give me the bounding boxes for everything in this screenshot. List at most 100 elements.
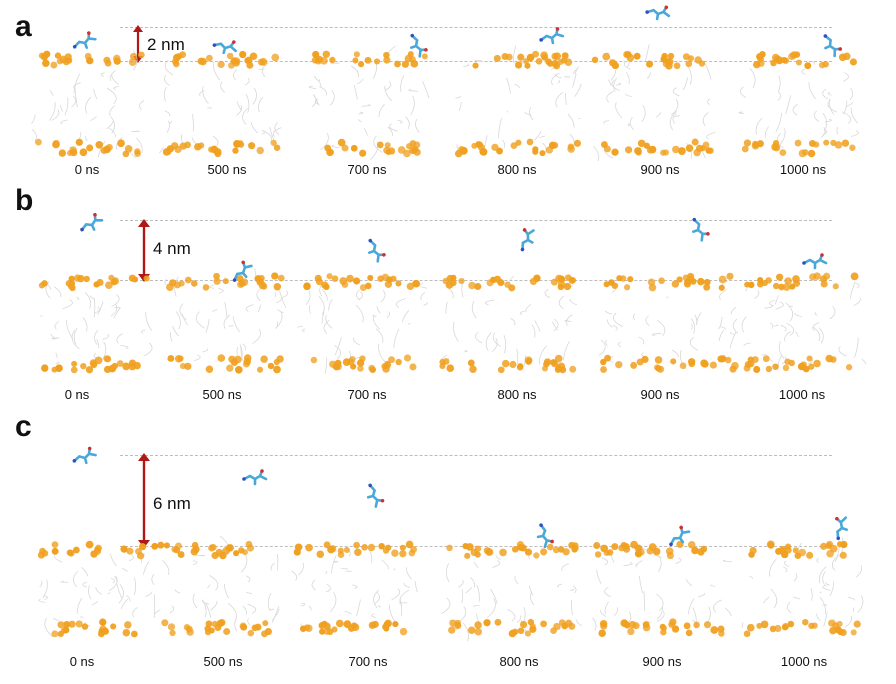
drug-molecule-icon [539,27,565,45]
headgroup-bead-bottom [399,627,408,636]
headgroup-bead-top [367,274,374,281]
lipid-tail [174,589,181,594]
panel-a-time-label: 500 ns [207,162,247,177]
headgroup-bead-top [410,546,418,553]
headgroup-bead-top [143,275,150,282]
panel-a-time-label: 0 ns [74,162,100,177]
headgroup-bead-bottom [691,138,699,146]
panel-c-time-label: 900 ns [642,654,682,669]
lipid-tail [102,341,107,360]
headgroup-bead-bottom [369,366,377,373]
headgroup-bead-bottom [630,361,638,369]
lipid-tail [774,295,779,305]
lipid-tail [328,298,333,311]
headgroup-bead-top [726,272,734,280]
lipid-tail [410,95,415,116]
membrane-snapshot-a-1 [31,50,145,159]
lipid-tail [276,553,279,571]
panel-a-top-dashed-line [120,27,832,28]
lipid-tail [121,567,128,572]
headgroup-bead-top [744,281,751,288]
headgroup-bead-bottom [234,365,243,374]
lipid-tail [820,127,826,139]
headgroup-bead-top [222,278,229,285]
headgroup-bead-bottom [260,355,268,363]
headgroup-bead-bottom [103,365,112,374]
membrane-snapshot-a-2 [158,50,282,158]
lipid-tail [241,552,248,573]
lipid-tail [407,322,411,325]
lipid-tail [633,313,636,320]
headgroup-bead-bottom [439,363,446,370]
lipid-tail [76,597,82,614]
headgroup-bead-bottom [718,630,725,637]
lipid-tail [506,77,511,94]
headgroup-bead-top [326,273,333,280]
headgroup-bead-bottom [66,150,73,157]
lipid-tail [419,283,428,289]
headgroup-bead-top [718,275,727,284]
membrane-snapshot-b-1 [38,274,153,374]
headgroup-bead-top [526,53,535,62]
lipid-tail [405,116,410,130]
lipid-tail [252,328,261,344]
headgroup-bead-top [254,275,262,283]
headgroup-bead-top [685,60,693,68]
headgroup-bead-top [219,551,227,560]
headgroup-bead-top [619,275,627,282]
lipid-tail [741,316,747,333]
membrane-snapshot-a-3 [308,45,430,161]
lipid-tail [373,589,379,609]
headgroup-bead-top [753,60,761,69]
lipid-tail [202,348,209,353]
lipid-tail [786,601,792,614]
lipid-tail [242,343,246,351]
headgroup-bead-top [294,543,303,551]
panel-b-time-label: 0 ns [64,387,90,402]
lipid-tail [325,314,333,329]
lipid-tail [770,359,774,362]
headgroup-bead-bottom [51,630,59,638]
headgroup-bead-bottom [214,150,222,158]
membrane-snapshot-a-4 [454,45,582,158]
headgroup-bead-top [782,283,791,291]
headgroup-bead-top [367,543,376,552]
lipid-tail [762,596,770,604]
lipid-tail [391,588,400,601]
lipid-tail [850,130,859,137]
headgroup-bead-bottom [185,625,193,633]
headgroup-bead-top [217,60,225,69]
headgroup-bead-bottom [834,141,843,149]
headgroup-bead-bottom [497,366,505,374]
headgroup-bead-top [364,56,372,64]
lipid-tail [244,77,250,86]
headgroup-bead-bottom [122,362,131,371]
headgroup-bead-top [246,544,255,552]
lipid-tail [111,74,119,85]
headgroup-bead-bottom [81,623,89,630]
lipid-tail [514,83,521,89]
headgroup-bead-bottom [782,623,790,631]
lipid-tail [473,561,479,569]
headgroup-bead-bottom [788,359,795,367]
headgroup-bead-bottom [774,624,782,633]
lipid-tail [445,563,450,583]
headgroup-bead-bottom [569,365,577,373]
lipid-tail [849,283,856,299]
lipid-tail [202,86,209,104]
headgroup-bead-top [825,542,833,550]
drug-molecule-icon [410,33,428,58]
lipid-tail [561,563,569,572]
headgroup-bead-bottom [765,365,773,373]
headgroup-bead-top [354,548,362,556]
lipid-tail [719,289,727,301]
headgroup-bead-bottom [501,359,510,368]
headgroup-bead-top [352,57,359,64]
headgroup-bead-top [172,53,181,62]
lipid-tail [544,289,551,298]
headgroup-bead-top [557,546,565,553]
lipid-tail [794,312,803,318]
headgroup-bead-bottom [703,621,712,629]
headgroup-bead-top [524,62,531,69]
headgroup-bead-bottom [494,618,502,626]
